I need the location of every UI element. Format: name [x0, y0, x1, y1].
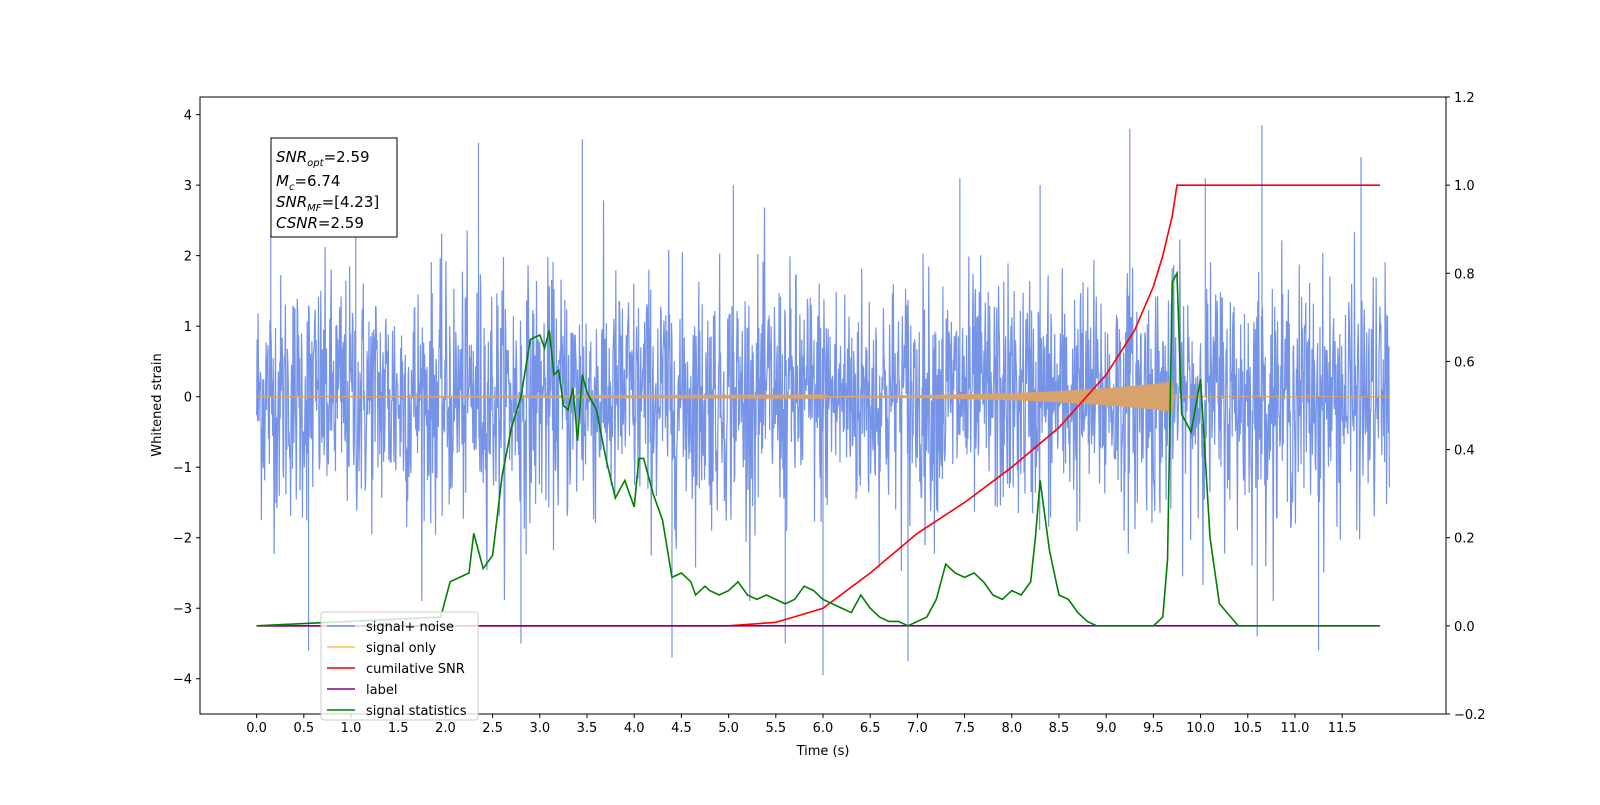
y-tick-label: −3 — [173, 602, 192, 617]
y-axis-left: 4 3 2 1 0 −1 −2 −3 −4 — [173, 109, 200, 688]
x-tick-label: 7.0 — [907, 721, 928, 736]
y-tick-label: 1 — [184, 320, 192, 335]
annotation-snr-opt: SNRopt=2.59 — [276, 148, 370, 169]
series-line-signal-statistics — [256, 270, 1380, 627]
x-tick-label: 4.5 — [671, 721, 692, 736]
legend-label: label — [366, 683, 397, 698]
y-tick-label: 2 — [184, 250, 192, 265]
snr-opt-sub: opt — [307, 158, 324, 169]
mc-base: M — [276, 172, 289, 190]
x-tick-label: 8.5 — [1049, 721, 1070, 736]
annotation-csnr: CSNR=2.59 — [276, 214, 364, 232]
snr-mf-sub: MF — [307, 203, 322, 214]
x-tick-label: 9.5 — [1143, 721, 1164, 736]
x-tick-label: 1.5 — [388, 721, 409, 736]
x-tick-label: 6.5 — [860, 721, 881, 736]
x-tick-label: 3.0 — [529, 721, 550, 736]
x-tick-label: 2.0 — [435, 721, 456, 736]
annotation-snr-mf: SNRMF=[4.23] — [276, 193, 379, 214]
series-line-signal-only — [256, 381, 1390, 413]
x-tick-label: 2.5 — [482, 721, 503, 736]
legend: signal+ noise signal only cumilative SNR la… — [320, 611, 479, 721]
x-tick-label: 11.0 — [1280, 721, 1309, 736]
x-tick-label: 9.0 — [1096, 721, 1117, 736]
x-tick-label: 10.5 — [1233, 721, 1262, 736]
x-tick-label: 5.5 — [765, 721, 786, 736]
annotation-frame — [270, 137, 398, 238]
x-tick-label: 4.0 — [624, 721, 645, 736]
y2-tick-label: 0.4 — [1454, 444, 1475, 459]
y-axis-right: 1.2 1.0 0.8 0.6 0.4 0.2 0.0 −0.2 — [1446, 91, 1486, 723]
y-tick-label: −2 — [173, 532, 192, 547]
x-tick-label: 7.5 — [954, 721, 975, 736]
y-tick-label: −4 — [173, 673, 192, 688]
y2-tick-label: 1.0 — [1454, 179, 1475, 194]
snr-mf-base: SNR — [276, 193, 307, 211]
legend-label: signal+ noise — [366, 620, 454, 635]
y2-tick-label: −0.2 — [1454, 708, 1486, 723]
series-line-cumilative-snr — [256, 184, 1380, 627]
csnr-base: CSNR — [276, 214, 318, 232]
x-axis: 0.0 0.5 1.0 1.5 2.0 2.5 3.0 3.5 4.0 4.5 5.0 5.5 6.0 6… — [246, 714, 1357, 736]
y-axis-label: Whitened strain — [150, 353, 165, 456]
y-tick-label: 4 — [184, 109, 192, 124]
x-tick-label: 5.0 — [718, 721, 739, 736]
y-tick-label: 3 — [184, 179, 192, 194]
y2-tick-label: 0.2 — [1454, 532, 1475, 547]
csnr-value: =2.59 — [318, 214, 364, 232]
x-tick-label: 1.0 — [341, 721, 362, 736]
snr-opt-value: =2.59 — [324, 148, 370, 166]
y2-tick-label: 1.2 — [1454, 91, 1475, 106]
y2-tick-label: 0.6 — [1454, 355, 1475, 370]
series-line-signal-noise — [256, 125, 1390, 676]
annotation-mc: Mc=6.74 — [276, 172, 340, 193]
y-tick-label: 0 — [184, 391, 192, 406]
y2-tick-label: 0.0 — [1454, 620, 1475, 635]
x-tick-label: 10.0 — [1186, 721, 1215, 736]
x-axis-label: Time (s) — [796, 744, 850, 759]
x-tick-label: 11.5 — [1328, 721, 1357, 736]
mc-sub: c — [289, 182, 295, 193]
x-tick-label: 6.0 — [813, 721, 834, 736]
y2-tick-label: 0.8 — [1454, 267, 1475, 282]
plot-area — [256, 125, 1390, 676]
annotation-box: SNRopt=2.59 Mc=6.74 SNRMF=[4.23] CSNR=2.… — [270, 137, 398, 238]
snr-opt-base: SNR — [276, 148, 307, 166]
mc-value: =6.74 — [294, 172, 340, 190]
x-tick-label: 0.5 — [293, 721, 314, 736]
x-tick-label: 8.0 — [1001, 721, 1022, 736]
legend-label: cumilative SNR — [366, 662, 465, 677]
y-tick-label: −1 — [173, 461, 192, 476]
x-tick-label: 3.5 — [577, 721, 598, 736]
legend-label: signal statistics — [366, 704, 467, 719]
x-tick-label: 0.0 — [246, 721, 267, 736]
legend-label: signal only — [366, 641, 436, 656]
legend-frame — [320, 611, 479, 721]
snr-mf-value: =[4.23] — [322, 193, 380, 211]
